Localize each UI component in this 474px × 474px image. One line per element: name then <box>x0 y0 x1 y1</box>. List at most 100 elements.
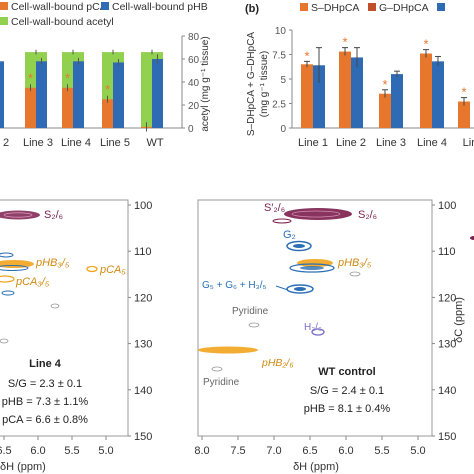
nmr-left-x-tick-label: 5.5 <box>64 445 79 457</box>
nmr-right-y-tick-label: 110 <box>438 246 456 258</box>
nmr-left-x-tick-label: 5.0 <box>98 445 113 457</box>
nmr-right-y-tick-label: 150 <box>438 431 456 443</box>
axis-a-right-label: acetyl (mg g⁻¹ tissue) <box>200 36 211 131</box>
pyridine-label-1: Pyridine <box>232 306 269 317</box>
bar-s-dhpca <box>458 101 470 128</box>
nmr-left-x-ticks: 6.5 6.0 5.5 5.0 <box>0 436 114 457</box>
nmr-right-x-tick-label: 7.0 <box>266 445 281 457</box>
sp26-label: S′₂/₆ <box>264 202 285 214</box>
significance-star: * <box>304 48 309 63</box>
nmr-right-y-tick-label: 100 <box>438 200 456 212</box>
bar-s-dhpca <box>420 53 432 128</box>
axis-b-y-tick-label: 5 <box>280 75 286 86</box>
nmr-right-x-tick-label: 5.5 <box>374 445 389 457</box>
bar-phb <box>152 59 163 128</box>
axis-a-x-ticks: 2 Line 3 Line 4 Line 5 WT <box>3 137 164 149</box>
nmr-right-sg: S/G = 2.4 ± 0.1 <box>310 385 384 397</box>
nmr-right-x-ticks: 8.0 7.5 7.0 6.5 6.0 5.5 5.0 <box>194 436 426 457</box>
legend-swatch-acetyl <box>0 17 8 25</box>
bar-pca <box>25 87 36 128</box>
nmr-right-frame <box>197 199 433 437</box>
h26-label: H₂/₆ <box>304 322 322 333</box>
nmr-left-y-tick-label: 110 <box>134 246 152 258</box>
legend-label-phb: Cell-wall-bound pHB <box>112 1 208 13</box>
g5-label: G₅ + G₆ + H₃/₅ <box>202 280 267 291</box>
axis-a-right-tick-label: 40 <box>188 78 200 89</box>
axis-b-y-ticks: 10 7.5 5 2.5 0 <box>272 26 292 135</box>
phb26-contour <box>198 346 258 354</box>
panel-a-bars: * * * <box>0 49 163 132</box>
axis-b-category-label: Line 4 <box>417 137 447 149</box>
axis-b-category-label: Line 2 <box>336 137 366 149</box>
axis-b-y-label-1: S–DHpCA + G–DHpCA <box>246 32 257 137</box>
axis-b-category-label: Lin <box>463 137 474 149</box>
nmr-right-y-ticks: 100 110 120 130 140 150 <box>432 200 456 443</box>
legend-label-acetyl: Cell-wall-bound acetyl <box>11 16 114 28</box>
nmr-right-y-tick-label: 120 <box>438 292 456 304</box>
bar-g-dhpca <box>432 61 444 128</box>
axis-a-right-tick-label: 0 <box>188 124 194 135</box>
g5-contour <box>286 284 314 294</box>
nmr-left-x-tick-label: 6.0 <box>30 445 45 457</box>
s26-contour-right <box>284 208 352 220</box>
legend-swatch-g-dhpca <box>368 3 376 11</box>
nmr-right-x-label: δH (ppm) <box>293 461 339 473</box>
s26-contour-left <box>0 210 40 220</box>
nmr-left-y-tick-label: 130 <box>134 339 152 351</box>
nmr-left-title: Line 4 <box>29 358 62 370</box>
axis-b-category-label: Line 3 <box>376 137 406 149</box>
significance-star: * <box>65 70 70 85</box>
axis-b-y-tick-label: 2.5 <box>272 100 286 111</box>
phb35-label-left: pHB₃/₅ <box>35 257 70 269</box>
legend-label-g-dhpca: G–DHpCA <box>379 2 429 14</box>
bar-g-dhpca <box>391 74 403 128</box>
nmr-right-y-label: δC (ppm) <box>453 297 465 343</box>
axis-a-right-ticks: 80 60 40 20 0 <box>182 32 200 135</box>
nmr-left-y-ticks: 100 110 120 130 140 150 <box>128 200 152 443</box>
bar-pca <box>102 99 113 128</box>
bar-phb <box>113 62 124 129</box>
g5-pointer <box>275 285 289 291</box>
axis-a-category-label: 2 <box>3 137 9 149</box>
axis-a-right-tick-label: 20 <box>188 101 200 112</box>
bar-phb-cropped <box>0 61 4 128</box>
axis-a-category-label: Line 3 <box>23 137 53 149</box>
bar-g-dhpca <box>351 57 363 128</box>
significance-star: * <box>342 35 347 50</box>
nmr-left-y-tick-label: 140 <box>134 385 152 397</box>
axis-b-y-tick-label: 7.5 <box>272 51 286 62</box>
axis-a-category-label: Line 4 <box>61 137 91 149</box>
nmr-right: 100 110 120 130 140 150 8.0 7.5 7.0 6.5 6.0 5.5 5.0… <box>194 199 474 473</box>
bar-g-dhpca <box>313 65 325 128</box>
legend-swatch-s-dhpca <box>300 3 308 11</box>
pca5-contour-left <box>86 265 98 273</box>
bar-phb <box>73 61 84 128</box>
nmr-left-phb: pHB = 7.3 ± 1.1% <box>2 396 89 408</box>
s26-label-right: S₂/₆ <box>358 209 377 221</box>
panel-b-bars: * * * * * <box>301 35 470 129</box>
axis-a-category-label: Line 5 <box>100 137 130 149</box>
nmr-far-right-contour <box>470 236 474 240</box>
significance-star: * <box>28 70 33 85</box>
axis-a-right-tick-label: 80 <box>188 32 200 43</box>
legend-label-pca: Cell-wall-bound pCA <box>11 1 107 13</box>
phb35-label-right: pHB₃/₅ <box>337 257 372 269</box>
nmr-right-phb: pHB = 8.1 ± 0.4% <box>304 403 391 415</box>
axis-b-y-tick-label: 0 <box>280 124 286 135</box>
bar-phb <box>36 61 47 128</box>
pyridine-label-2: Pyridine <box>203 377 240 388</box>
g2-contour <box>286 240 312 252</box>
nmr-left-y-tick-label: 150 <box>134 431 152 443</box>
axis-a-category-label: WT <box>146 137 163 149</box>
significance-star: * <box>423 37 428 52</box>
legend-swatch-pca <box>0 2 8 10</box>
axis-b-category-label: Line 1 <box>298 137 328 149</box>
nmr-left-y-tick-label: 120 <box>134 292 152 304</box>
nmr-right-x-tick-label: 6.5 <box>302 445 317 457</box>
axis-b-x-ticks: Line 1 Line 2 Line 3 Line 4 Lin <box>298 137 474 149</box>
bar-pca <box>62 87 73 128</box>
nmr-left-frame <box>0 199 129 437</box>
nmr-right-y-tick-label: 140 <box>438 385 456 397</box>
bar-s-dhpca <box>301 64 313 128</box>
